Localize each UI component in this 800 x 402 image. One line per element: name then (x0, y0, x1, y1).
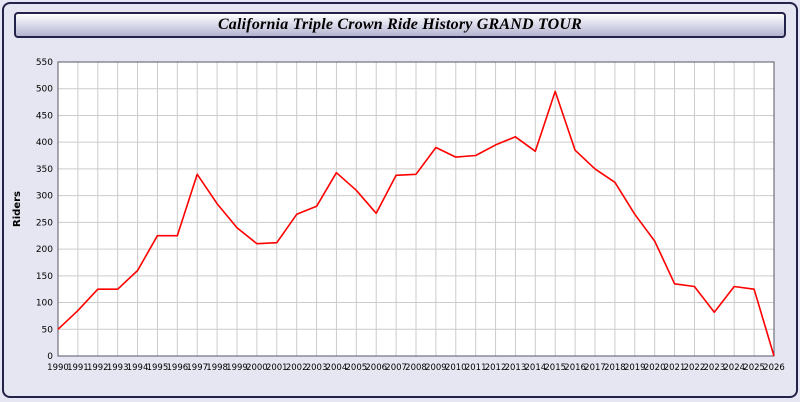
x-axis-tick-label: 2009 (425, 363, 447, 373)
x-axis-tick-label: 2017 (584, 363, 606, 373)
x-axis-tick-label: 1992 (87, 363, 109, 373)
plot-border (57, 61, 775, 357)
x-axis-tick-label: 2008 (405, 363, 427, 373)
y-axis-tick-label: 50 (42, 325, 54, 335)
y-axis-title: Riders (12, 191, 23, 227)
x-axis-tick-label: 1995 (147, 363, 169, 373)
y-axis-tick-label: 250 (36, 218, 53, 228)
x-axis-tick-label: 1990 (47, 363, 69, 373)
ride-history-line-chart: 0501001502002503003504004505005501990199… (12, 58, 785, 373)
chart-area: 0 50 100 150 200 250 300 350 400 450 500 550 1990 199… (8, 48, 792, 398)
y-axis-tick-label: 100 (36, 299, 53, 309)
x-axis-tick-label: 2021 (664, 363, 686, 373)
x-axis-tick-label: 2026 (763, 363, 785, 373)
y-axis-tick-label: 300 (36, 192, 53, 202)
x-axis-tick-label: 2005 (346, 363, 368, 373)
x-axis-tick-label: 1993 (107, 363, 129, 373)
x-axis-tick-label: 1994 (127, 363, 149, 373)
x-axis-tick-label: 2015 (544, 363, 566, 373)
x-axis-tick-label: 1997 (186, 363, 208, 373)
x-axis-tick-label: 2023 (704, 363, 726, 373)
x-axis-tick-label: 2004 (326, 363, 348, 373)
x-axis-tick-label: 2006 (365, 363, 387, 373)
x-axis-tick-label: 1991 (67, 363, 89, 373)
x-axis-tick-label: 2000 (246, 363, 268, 373)
y-axis-tick-label: 500 (36, 85, 53, 95)
y-axis-tick-label: 400 (36, 138, 53, 148)
y-axis-tick-label: 0 (47, 352, 53, 362)
x-axis-tick-label: 2007 (385, 363, 407, 373)
riders-series-line (57, 90, 775, 357)
y-axis-tick-label: 150 (36, 272, 53, 282)
x-axis-tick-label: 1998 (206, 363, 228, 373)
x-axis-tick-label: 2018 (604, 363, 626, 373)
y-axis-tick-label: 350 (36, 165, 53, 175)
x-axis-tick-label: 2020 (644, 363, 666, 373)
x-axis-tick-label: 2012 (485, 363, 507, 373)
x-axis-tick-label: 2003 (306, 363, 328, 373)
x-axis-tick-label: 1999 (226, 363, 248, 373)
y-axis-tick-label: 550 (36, 58, 53, 68)
x-axis-tick-label: 2013 (505, 363, 527, 373)
x-axis-tick-label: 2001 (266, 363, 288, 373)
x-axis-tick-label: 2019 (624, 363, 646, 373)
x-axis-tick-label: 2025 (743, 363, 765, 373)
x-axis-tick-label: 2024 (723, 363, 745, 373)
chart-title: California Triple Crown Ride History GRA… (217, 16, 583, 33)
y-axis-tick-label: 450 (36, 111, 53, 121)
y-axis-tick-label: 200 (36, 245, 53, 255)
x-axis-tick-label: 1996 (167, 363, 189, 373)
x-axis-tick-label: 2016 (564, 363, 586, 373)
x-axis-tick-label: 2022 (684, 363, 706, 373)
x-axis-tick-label: 2011 (465, 363, 487, 373)
x-axis-tick-label: 2002 (286, 363, 308, 373)
x-axis-tick-label: 2014 (525, 363, 547, 373)
chart-title-bar: California Triple Crown Ride History GRA… (14, 12, 786, 38)
x-axis-tick-label: 2010 (445, 363, 467, 373)
